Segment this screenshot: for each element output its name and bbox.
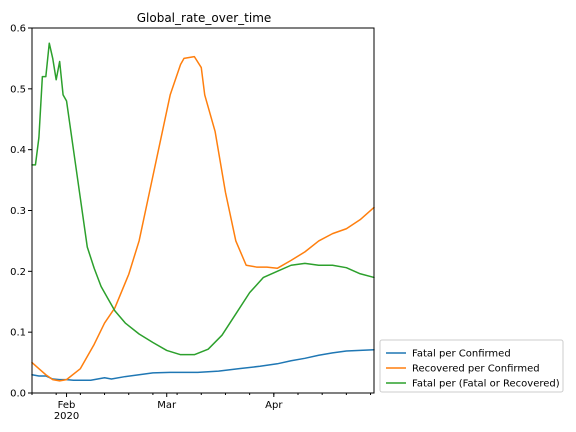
series-line-fatal-per-fatal-or-recovered (31, 42, 375, 356)
y-tick-label: 0.1 (10, 328, 26, 339)
y-tick-label: 0.2 (10, 267, 26, 278)
y-tick-label: 0.3 (10, 206, 26, 217)
plot-area (31, 42, 375, 382)
plot-frame (31, 27, 375, 394)
x-tick-sublabel: 2020 (54, 411, 79, 422)
y-tick-label: 0.4 (10, 145, 26, 156)
series-line-recovered-per-confirmed (31, 55, 375, 382)
y-tick-label: 0.0 (10, 389, 26, 400)
legend-label: Fatal per Confirmed (412, 349, 511, 360)
legend-box (379, 339, 564, 393)
legend-label: Fatal per (Fatal or Recovered) (412, 379, 560, 390)
legend-label: Recovered per Confirmed (412, 364, 540, 375)
x-tick-label: Apr (265, 400, 283, 411)
legend: Fatal per Confirmed Recovered per Confirm… (379, 339, 564, 393)
y-tick-label: 0.5 (10, 84, 26, 95)
x-tick-label: Mar (157, 400, 177, 411)
x-tick-label: Feb (58, 400, 76, 411)
y-axis: 0.0 0.1 0.2 0.3 0.4 0.5 0.6 (10, 24, 32, 400)
series-line-fatal-per-confirmed (31, 349, 375, 381)
chart-title: Global_rate_over_time (137, 11, 272, 25)
y-tick-label: 0.6 (10, 24, 26, 35)
